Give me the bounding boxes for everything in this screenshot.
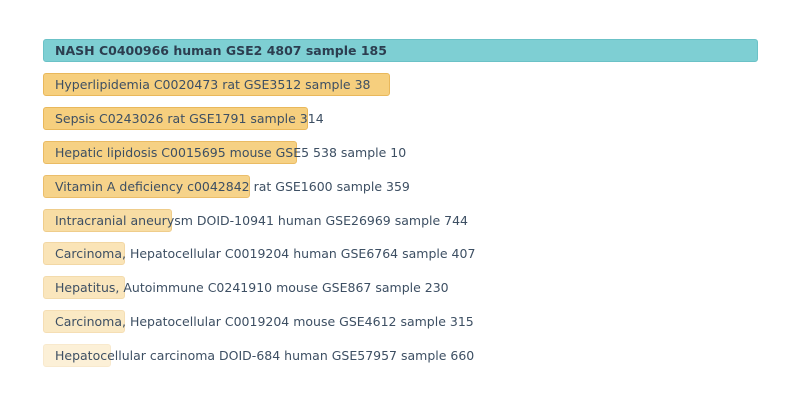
bar-label: Hepatitus, Autoimmune C0241910 mouse GSE… (55, 280, 449, 296)
bar-label: Sepsis C0243026 rat GSE1791 sample 314 (55, 110, 324, 126)
bar-row: Carcinoma, Hepatocellular C0019204 human… (43, 242, 758, 266)
bar-label: Hepatic lipidosis C0015695 mouse GSE5 53… (55, 144, 407, 160)
bar-row: Intracranial aneurysm DOID-10941 human G… (43, 208, 758, 232)
bar-label: Carcinoma, Hepatocellular C0019204 mouse… (55, 314, 474, 330)
bar (43, 39, 758, 62)
bar (43, 106, 308, 130)
bar (43, 208, 172, 232)
bar-label: Hepatocellular carcinoma DOID-684 human … (55, 348, 475, 364)
bar-label: Intracranial aneurysm DOID-10941 human G… (55, 212, 469, 228)
bar-label: Carcinoma, Hepatocellular C0019204 human… (55, 246, 476, 262)
bar (43, 310, 126, 334)
bar (43, 344, 111, 368)
bar-row: Vitamin A deficiency c0042842 rat GSE160… (43, 174, 758, 198)
bar-row: Hepatocellular carcinoma DOID-684 human … (43, 344, 758, 368)
bar-row: Hyperlipidemia C0020473 rat GSE3512 samp… (43, 72, 758, 96)
bar-row: Hepatic lipidosis C0015695 mouse GSE5 53… (43, 140, 758, 164)
bar-label: NASH C0400966 human GSE2 4807 sample 185 (55, 43, 387, 58)
bar (43, 242, 126, 266)
bar (43, 140, 297, 164)
bar-row: Hepatitus, Autoimmune C0241910 mouse GSE… (43, 276, 758, 300)
bar-row: NASH C0400966 human GSE2 4807 sample 185 (43, 39, 758, 62)
bar-label: Vitamin A deficiency c0042842 rat GSE160… (55, 178, 410, 194)
bar (43, 72, 390, 96)
bar (43, 276, 126, 300)
bar (43, 174, 251, 198)
bar-label: Hyperlipidemia C0020473 rat GSE3512 samp… (55, 76, 371, 92)
bar-row: Sepsis C0243026 rat GSE1791 sample 314 (43, 106, 758, 130)
bar-row: Carcinoma, Hepatocellular C0019204 mouse… (43, 310, 758, 334)
